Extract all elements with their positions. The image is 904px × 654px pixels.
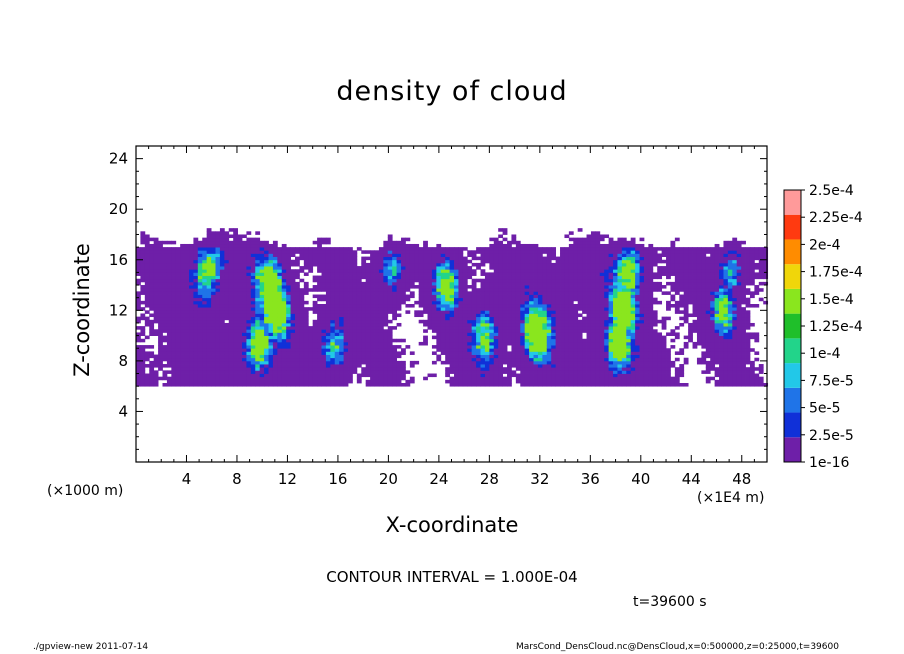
colorbar-label: 2.25e-4	[809, 210, 863, 226]
x-tick-label: 48	[732, 470, 751, 488]
colorbar-swatch	[784, 338, 801, 364]
x-tick-label: 4	[182, 470, 192, 488]
axis-ticks	[136, 146, 767, 462]
y-tick-label: 8	[118, 352, 128, 370]
y-tick-label: 12	[109, 301, 128, 319]
colorbar-label: 1.25e-4	[809, 319, 863, 335]
colorbar-label: 2.5e-5	[809, 428, 854, 444]
x-tick-label: 32	[530, 470, 549, 488]
y-unit-label: (×1000 m)	[47, 483, 124, 499]
colorbar-label: 1e-16	[809, 455, 849, 471]
colorbar-swatch	[784, 190, 801, 215]
x-tick-label: 24	[429, 470, 448, 488]
x-tick-label: 20	[379, 470, 398, 488]
y-tick-label: 24	[109, 150, 128, 168]
colorbar-label: 2e-4	[809, 237, 841, 253]
colorbar-swatch	[784, 214, 801, 240]
colorbar-swatch	[784, 239, 801, 265]
colorbar-swatch	[784, 363, 801, 388]
colorbar-swatch	[784, 387, 801, 413]
y-tick-label: 4	[118, 402, 128, 420]
colorbar-swatch	[784, 288, 801, 314]
x-tick-label: 44	[682, 470, 701, 488]
colorbar: 1e-16 2.5e-5 5e-5 7.5e-5 1e-4 1.25e-4 1.5e-4 1.…	[783, 183, 863, 471]
colorbar-swatch	[784, 313, 801, 339]
x-tick-label: 40	[631, 470, 650, 488]
colorbar-label: 1.75e-4	[809, 265, 863, 281]
colorbar-label: 5e-5	[809, 401, 840, 417]
y-tick-label: 20	[109, 200, 128, 218]
density-field	[136, 228, 769, 387]
footer-left: ./gpview-new 2011-07-14	[33, 642, 149, 652]
footer-right: MarsCond_DensCloud.nc@DensCloud,x=0:5000…	[516, 642, 839, 652]
x-tick-label: 12	[278, 470, 297, 488]
colorbar-label: 2.5e-4	[809, 183, 854, 199]
x-unit-label: (×1E4 m)	[697, 490, 765, 506]
colorbar-label: 7.5e-5	[809, 373, 854, 389]
x-tick-label: 28	[480, 470, 499, 488]
x-tick-label: 8	[232, 470, 242, 488]
chart-title: density of cloud	[336, 76, 568, 107]
x-axis-label: X-coordinate	[385, 513, 519, 537]
x-tick-label: 16	[328, 470, 347, 488]
y-tick-label: 16	[109, 251, 128, 269]
x-tick-label: 36	[581, 470, 600, 488]
contour-interval-label: CONTOUR INTERVAL = 1.000E-04	[326, 568, 578, 586]
colorbar-label: 1e-4	[809, 346, 841, 362]
time-label: t=39600 s	[633, 594, 707, 610]
colorbar-swatch	[784, 264, 801, 289]
colorbar-label: 1.5e-4	[809, 292, 854, 308]
colorbar-swatch	[784, 412, 801, 438]
colorbar-swatch	[784, 437, 801, 462]
